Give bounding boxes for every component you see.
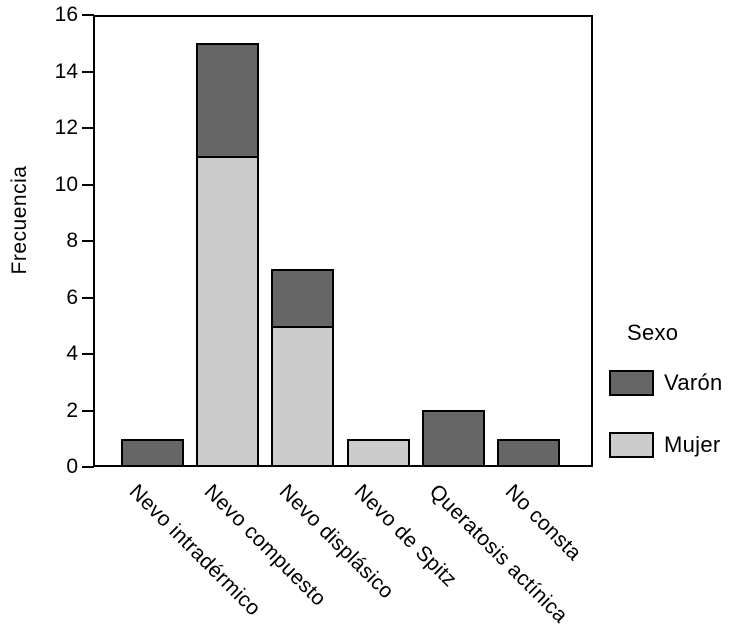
- bar-segment-varon: [421, 410, 485, 467]
- bar-segment-mujer: [196, 156, 260, 467]
- y-tick-mark: [82, 240, 94, 242]
- x-category-label: Nevo intradérmico: [124, 480, 265, 621]
- mujer-color-swatch: [609, 432, 654, 458]
- plot-area: [93, 15, 593, 467]
- bar-segment-varon: [121, 439, 184, 467]
- legend-title: Sexo: [627, 320, 679, 345]
- y-tick-label: 2: [66, 398, 78, 422]
- legend-entry-varon: Varón: [609, 370, 723, 396]
- y-tick-mark: [82, 127, 94, 129]
- y-tick-label: 8: [66, 229, 78, 252]
- bar-segment-varon: [271, 269, 335, 328]
- y-tick-mark: [82, 183, 94, 186]
- y-tick-mark: [82, 70, 94, 73]
- y-tick-label: 0: [66, 455, 78, 478]
- bar-segment-varon: [196, 43, 260, 158]
- y-tick-label: 14: [54, 59, 78, 83]
- bar-segment-varon: [497, 439, 560, 467]
- bar-segment-mujer: [271, 326, 335, 467]
- y-tick-mark: [82, 353, 94, 355]
- y-tick-mark: [82, 409, 94, 412]
- bar-segment-mujer: [346, 439, 410, 467]
- y-tick-mark: [82, 466, 94, 468]
- y-tick-mark: [82, 14, 94, 16]
- legend-entry-mujer: Mujer: [609, 432, 721, 458]
- y-tick-label: 6: [66, 285, 78, 309]
- legend-label-varon: Varón: [664, 370, 723, 395]
- varon-color-swatch: [609, 370, 654, 396]
- y-tick-label: 4: [66, 342, 78, 365]
- y-axis-title: Frecuencia: [8, 165, 31, 275]
- y-tick-label: 12: [54, 116, 78, 139]
- y-tick-label: 16: [54, 3, 78, 26]
- y-tick-mark: [82, 296, 94, 299]
- legend-label-mujer: Mujer: [664, 432, 721, 457]
- y-tick-label: 10: [54, 172, 78, 196]
- x-category-label: Queratosis actínica: [425, 480, 573, 628]
